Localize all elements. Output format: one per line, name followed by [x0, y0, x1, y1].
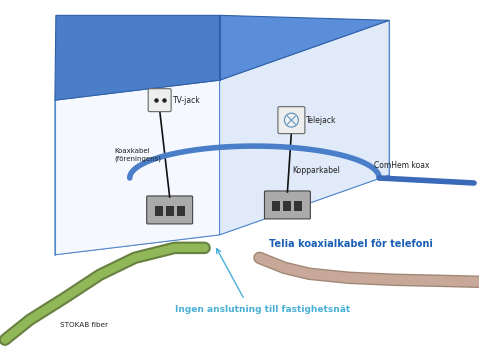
FancyBboxPatch shape: [148, 89, 171, 112]
Bar: [283, 201, 291, 211]
Polygon shape: [55, 80, 219, 255]
FancyBboxPatch shape: [264, 191, 311, 219]
Text: ComHem koax: ComHem koax: [374, 161, 430, 170]
Bar: [177, 206, 185, 216]
Polygon shape: [55, 15, 219, 100]
Bar: [155, 206, 163, 216]
Bar: [294, 201, 302, 211]
Text: Telia koaxialkabel för telefoni: Telia koaxialkabel för telefoni: [269, 239, 433, 249]
Text: Kopparkabel: Kopparkabel: [292, 166, 340, 175]
Text: TV-jack: TV-jack: [173, 96, 200, 105]
Bar: [273, 201, 280, 211]
Bar: [166, 206, 174, 216]
Polygon shape: [219, 20, 389, 235]
FancyBboxPatch shape: [147, 196, 192, 224]
Polygon shape: [219, 15, 389, 80]
Text: Ingen anslutning till fastighetsnät: Ingen anslutning till fastighetsnät: [175, 305, 350, 314]
Polygon shape: [55, 175, 389, 255]
FancyBboxPatch shape: [278, 107, 305, 134]
Text: Koaxkabel
(föreningens): Koaxkabel (föreningens): [115, 148, 162, 162]
Text: STOKAB fiber: STOKAB fiber: [60, 322, 108, 328]
Text: Telejack: Telejack: [306, 116, 337, 125]
